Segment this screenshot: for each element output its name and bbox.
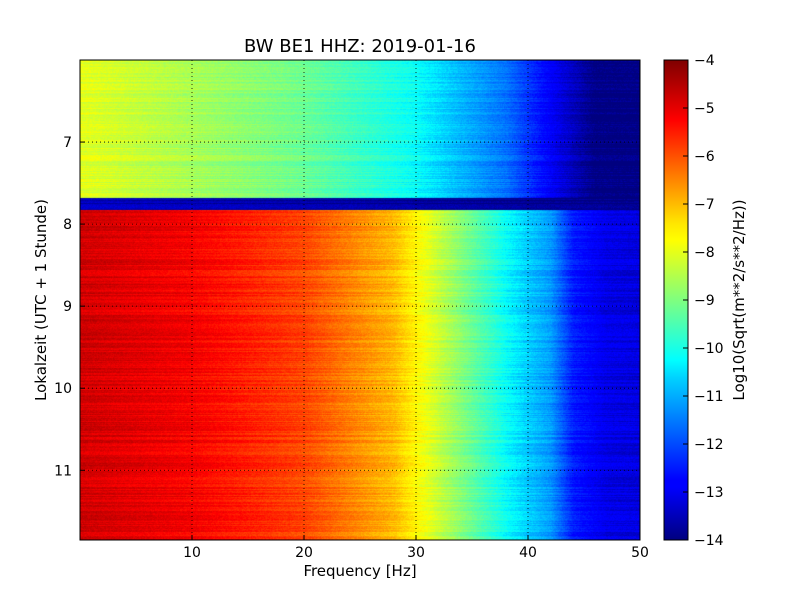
y-tick-label: 7	[63, 135, 72, 151]
colorbar-label: Log10(Sqrt(m**2/s**2/Hz))	[730, 199, 748, 400]
colorbar-tick-label: −13	[694, 485, 724, 501]
y-tick-label: 10	[54, 381, 72, 397]
x-tick-label: 10	[183, 545, 201, 561]
colorbar-tick-label: −14	[694, 533, 724, 549]
x-axis: 10 20 30 40 50	[183, 535, 649, 561]
y-axis-label: Lokalzeit (UTC + 1 Stunde)	[32, 199, 50, 401]
colorbar-tick-label: −7	[694, 197, 715, 213]
colorbar: −4 −5 −6 −7 −8 −9 −10 −11 −12 −13 −14 Log10(Sqrt(m…	[663, 53, 748, 549]
colorbar-tick-label: −5	[694, 101, 715, 117]
colorbar-tick-label: −4	[694, 53, 715, 69]
chart-title: BW BE1 HHZ: 2019-01-16	[244, 36, 476, 57]
colorbar-tick-label: −12	[694, 437, 724, 453]
plot-area	[79, 59, 641, 541]
colorbar-tick-label: −6	[694, 149, 715, 165]
plot-frame	[79, 59, 641, 541]
colorbar-tick-label: −9	[694, 293, 715, 309]
colorbar-ticks: −4 −5 −6 −7 −8 −9 −10 −11 −12 −13 −14	[683, 53, 724, 549]
x-axis-label: Frequency [Hz]	[303, 562, 416, 580]
colorbar-tick-label: −11	[694, 389, 724, 405]
colorbar-tick-label: −10	[694, 341, 724, 357]
y-axis: 7 8 9 10 11	[54, 135, 85, 479]
x-tick-label: 50	[631, 545, 649, 561]
grid-lines	[80, 60, 640, 540]
y-tick-label: 11	[54, 463, 72, 479]
spectrogram-image	[80, 60, 640, 540]
y-tick-label: 8	[63, 217, 72, 233]
x-tick-label: 40	[519, 545, 537, 561]
x-tick-label: 30	[407, 545, 425, 561]
x-tick-label: 20	[295, 545, 313, 561]
y-tick-label: 9	[63, 299, 72, 315]
colorbar-tick-label: −8	[694, 245, 715, 261]
